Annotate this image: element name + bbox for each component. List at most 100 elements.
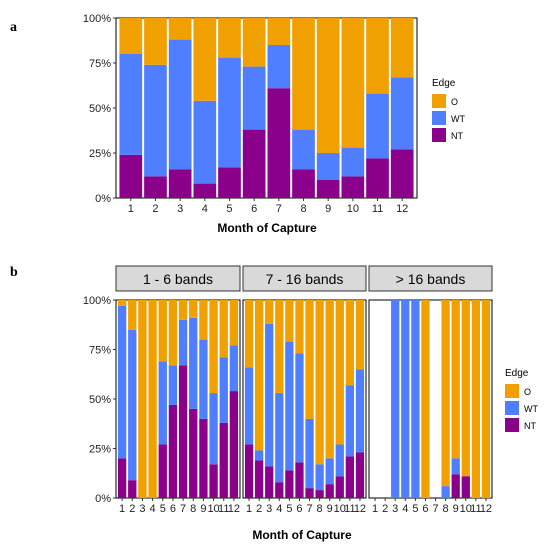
panel-b-facet-1-bar-nt-month-11 (219, 422, 228, 498)
panel-b-facet-2-bar-nt-month-3 (265, 466, 274, 498)
panel-a-bar-nt-month-10 (341, 176, 365, 198)
panel-b-facet-3-x-tick-label: 6 (422, 503, 428, 515)
panel-b-facet-1-bar-wt-month-9 (199, 339, 208, 419)
panel-b-facet-1-bar-o-month-3 (138, 300, 147, 498)
panel-b-facet-2-bar-o-month-9 (325, 300, 334, 459)
panel-a-bar-o-month-5 (218, 18, 241, 58)
panel-a-y-tick-label: 50% (89, 103, 111, 115)
panel-a-legend-title: Edge (432, 78, 456, 89)
panel-b-facet-1-y-tick-label: 100% (83, 295, 111, 307)
panel-a-bar-o-month-1 (119, 18, 143, 54)
panel-b-facet-3-bar-o-month-9 (451, 300, 460, 459)
panel-a-y-tick-label: 0% (95, 193, 111, 205)
panel-b-facet-2-bar-wt-month-2 (254, 450, 264, 461)
panel-a-bar-o-month-4 (193, 18, 217, 101)
panel-a-bar-wt-month-3 (168, 39, 192, 170)
panel-b-facet-1-x-tick-label: 11 (218, 503, 229, 515)
panel-a-bar-nt-month-8 (292, 169, 315, 198)
panel-b-facet-2-bar-o-month-3 (265, 300, 274, 324)
panel-b-facet-3-x-tick-label: 5 (412, 503, 418, 515)
panel-a-x-tick-label: 1 (128, 203, 134, 215)
panel-b-facet-2-bar-nt-month-6 (295, 462, 304, 498)
panel-a-bar-nt-month-12 (390, 149, 414, 198)
panel-b-facet-3-bar-o-month-8 (441, 300, 450, 487)
panel-b-facet-1-bar-o-month-6 (168, 300, 178, 366)
panel-b-facet-2-x-tick-label: 12 (354, 503, 366, 515)
panel-b-facet-2-bar-o-month-12 (355, 300, 365, 370)
panel-b-facet-3-bar-o-month-10 (461, 300, 470, 477)
panel-b-legend-label-nt: NT (524, 421, 536, 431)
panel-b-facet-3-bar-o-month-12 (481, 300, 491, 498)
panel-b-facet-2-bar-nt-month-5 (285, 470, 294, 498)
panel-b-facet-2-bar-wt-month-10 (335, 444, 344, 477)
panel-b-facet-2-x-tick-label: 1 (246, 503, 252, 515)
panel-a-bar-wt-month-10 (341, 147, 365, 177)
panel-b-facet-1-bar-wt-month-6 (168, 365, 178, 405)
panel-a-x-axis-title: Month of Capture (217, 221, 317, 235)
panel-b-facet-1-bar-wt-month-8 (189, 317, 198, 409)
panel-b-facet-1-bar-wt-month-2 (128, 329, 137, 481)
panel-b-facet-1-strip-label: 1 - 6 bands (143, 271, 213, 287)
panel-b-facet-3-x-tick-label: 1 (372, 503, 378, 515)
panel-b-facet-1-bar-wt-month-11 (219, 357, 228, 423)
panel-b-facet-2-bar-o-month-11 (345, 300, 355, 386)
panel-b-facet-1-x-tick-label: 2 (129, 503, 135, 515)
panel-b-facet-1-bar-o-month-2 (128, 300, 137, 330)
panel-a-legend: Edge O WT NT (432, 78, 465, 142)
panel-a-bar-wt-month-11 (366, 93, 389, 159)
panel-b-facet-2-bar-wt-month-11 (345, 385, 355, 457)
panel-a-bar-nt-month-7 (267, 88, 291, 198)
panel-a-chart: 0%25%50%75%100%1 2 3 4 5 6 7 8 9 10 11 12 (83, 13, 418, 215)
panel-b-facet-2-bar-nt-month-10 (335, 476, 344, 498)
panel-a-legend-label-o: O (451, 97, 458, 107)
panel-b-facet-1-bar-nt-month-8 (189, 408, 198, 498)
panel-a-x-tick-label: 4 (202, 203, 208, 215)
panel-b-facet-1-bar-nt-month-12 (229, 391, 239, 498)
panel-b-facet-1-x-tick-label: 10 (207, 503, 219, 515)
panel-b-facet-3-strip-label: > 16 bands (396, 271, 466, 287)
panel-b-facet-2-x-tick-label: 3 (266, 503, 272, 515)
panel-b-facet-1-bar-o-month-1 (117, 300, 127, 306)
panel-b-facet-1-bar-nt-month-10 (209, 464, 218, 498)
panel-a-legend-label-wt: WT (451, 114, 465, 124)
panel-a-x-tick-label: 12 (396, 203, 408, 215)
panel-b-facet-3-x-tick-label: 8 (443, 503, 449, 515)
panel-a-bar-o-month-8 (292, 18, 315, 130)
panel-b-facet-3-bar-wt-month-3 (391, 300, 400, 498)
panel-b-facet-2-x-tick-label: 5 (286, 503, 292, 515)
panel-b-facet-1-x-tick-label: 6 (170, 503, 176, 515)
panel-b-facet-1-bar-nt-month-1 (117, 458, 127, 498)
panel-b-facet-1-strip (115, 265, 241, 292)
panel-a-bar-wt-month-9 (316, 153, 340, 180)
panel-b-facet-2-bar-nt-month-2 (254, 460, 264, 498)
panel-b-facet-1-bar-wt-month-1 (117, 305, 127, 459)
panel-b-facet-2-strip (242, 265, 367, 292)
panel-a-bar-nt-month-9 (316, 180, 340, 198)
panel-a-bar-wt-month-2 (144, 64, 167, 177)
panel-a-bar-wt-month-4 (193, 100, 217, 184)
panel-b-facet-2-bar-o-month-6 (295, 300, 304, 354)
panel-b-facet-1-bar-nt-month-5 (158, 444, 167, 498)
panel-a-x-tick-label: 2 (152, 203, 158, 215)
panel-b-facet-1-bar-wt-month-5 (158, 361, 167, 445)
panel-b-facet-2-x-tick-label: 6 (296, 503, 302, 515)
panel-a-bar-o-month-12 (390, 18, 414, 78)
panel-a-x-tick-label: 6 (251, 203, 257, 215)
panel-b-facet-3-bar-o-month-11 (471, 300, 481, 498)
panel-b-facet-1-bar-o-month-5 (158, 300, 167, 362)
panel-a-x-tick-label: 5 (226, 203, 232, 215)
panel-b-facet-2-bar-nt-month-8 (315, 490, 324, 498)
panel-b-legend: Edge O WT NT (505, 368, 538, 432)
panel-b-legend-swatch-wt (505, 401, 519, 415)
panel-b-facet-1-x-tick-label: 1 (119, 503, 125, 515)
panel-b-facet-2-bar-o-month-7 (305, 300, 314, 419)
panel-a-x-tick-label: 10 (347, 203, 359, 215)
panel-b-facet-1-x-tick-label: 4 (150, 503, 156, 515)
panel-b-facet-2-bar-wt-month-8 (315, 464, 324, 491)
panel-b-facet-1-bar-nt-month-6 (168, 404, 178, 498)
panel-b-facet-2-x-tick-label: 10 (334, 503, 346, 515)
panel-a-x-tick-label: 9 (325, 203, 331, 215)
panel-b-facet-3-x-tick-label: 11 (470, 503, 481, 515)
